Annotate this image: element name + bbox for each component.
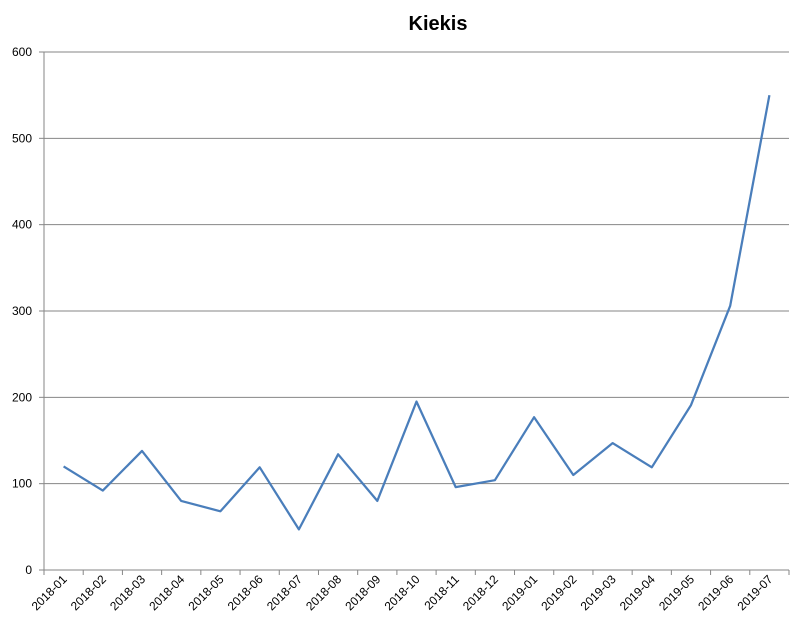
y-tick-label: 400 bbox=[12, 218, 32, 232]
x-tick-label: 2018-03 bbox=[107, 572, 148, 613]
x-tick-label: 2018-08 bbox=[303, 572, 344, 613]
x-tick-label: 2018-05 bbox=[186, 572, 227, 613]
x-tick-label: 2019-05 bbox=[656, 572, 697, 613]
y-tick-label: 600 bbox=[12, 45, 32, 59]
x-tick-label: 2018-10 bbox=[382, 572, 423, 613]
x-tick-label: 2019-02 bbox=[538, 572, 579, 613]
y-tick-label: 0 bbox=[25, 563, 32, 577]
gridlines bbox=[44, 51, 789, 485]
x-tick-label: 2018-09 bbox=[342, 572, 383, 613]
series-line bbox=[63, 94, 771, 531]
y-tick-label: 100 bbox=[12, 477, 32, 491]
axes bbox=[39, 51, 790, 575]
x-tick-label: 2018-11 bbox=[421, 572, 462, 613]
y-tick-labels: 0 100 200 300 400 500 600 bbox=[12, 45, 32, 577]
x-tick-label: 2019-04 bbox=[617, 572, 658, 613]
x-tick-label: 2018-01 bbox=[29, 572, 70, 613]
y-tick-label: 500 bbox=[12, 131, 32, 145]
x-tick-label: 2019-06 bbox=[695, 572, 736, 613]
chart-title: Kiekis bbox=[409, 13, 468, 35]
x-tick-label: 2018-07 bbox=[264, 572, 305, 613]
x-tick-label: 2019-01 bbox=[499, 572, 540, 613]
y-tick-label: 300 bbox=[12, 304, 32, 318]
x-tick-label: 2018-06 bbox=[225, 572, 266, 613]
y-tick-label: 200 bbox=[12, 390, 32, 404]
series-lines bbox=[63, 94, 771, 531]
x-tick-labels: 2018-012018-022018-032018-042018-052018-… bbox=[29, 572, 776, 613]
x-tick-label: 2019-07 bbox=[734, 572, 775, 613]
x-tick-label: 2019-03 bbox=[578, 572, 619, 613]
x-tick-label: 2018-04 bbox=[146, 572, 187, 613]
x-tick-label: 2018-02 bbox=[68, 572, 109, 613]
x-tick-label: 2018-12 bbox=[460, 572, 501, 613]
